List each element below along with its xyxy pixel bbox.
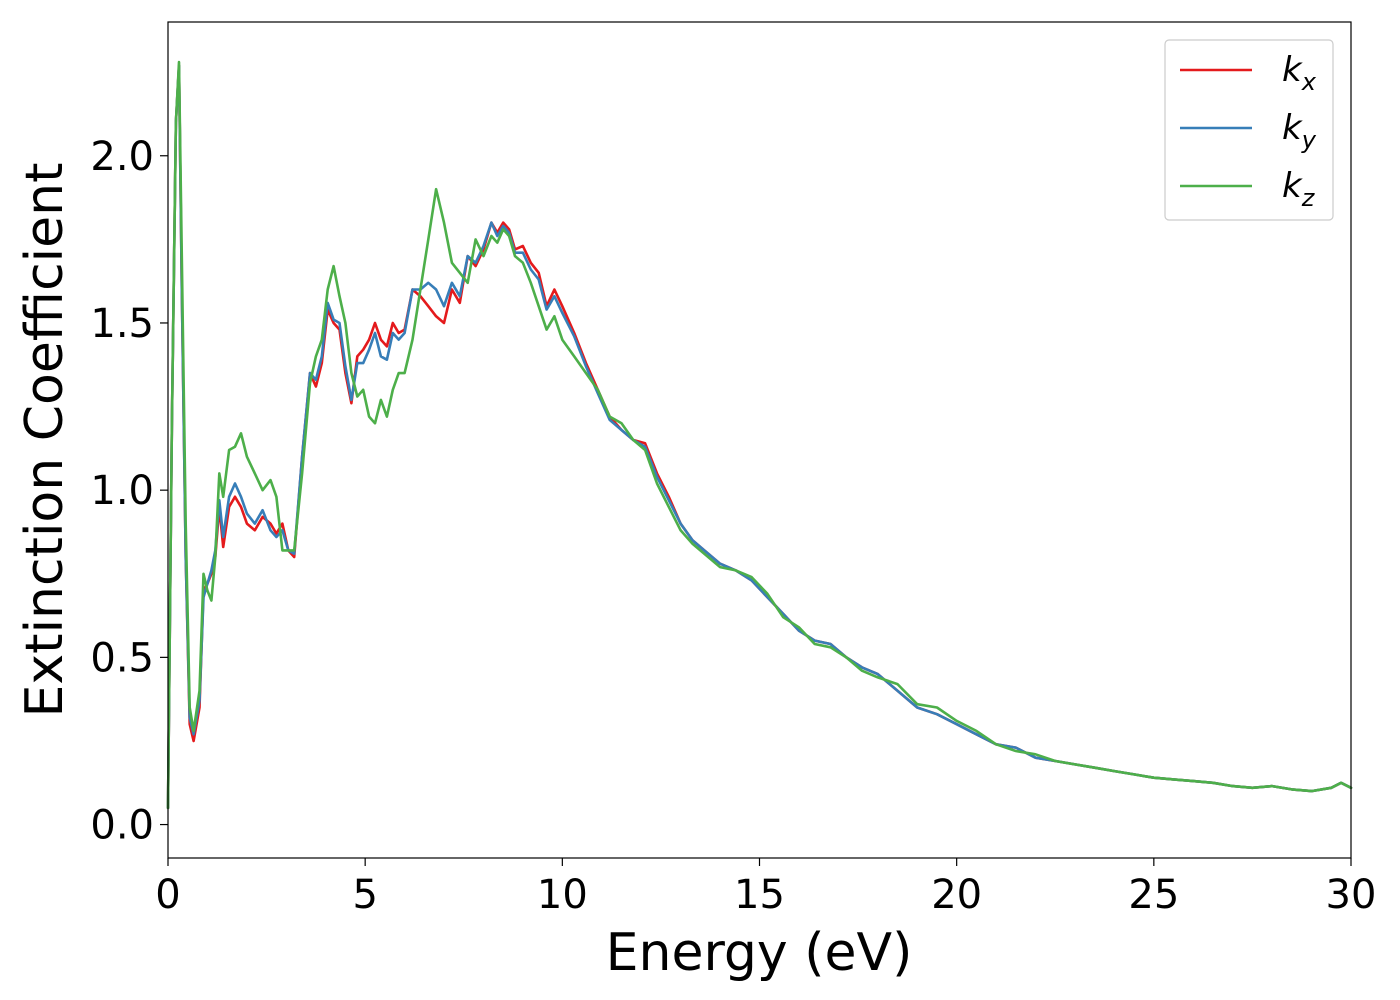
y-axis-title: Extinction Coefficient — [15, 163, 75, 718]
legend-label-kx: kx — [1282, 50, 1317, 96]
x-tick-label: 15 — [734, 872, 785, 918]
y-axis: 0.0 0.5 1.0 1.5 2.0 — [90, 134, 168, 849]
x-axis-title: Energy (eV) — [606, 923, 913, 983]
y-tick-label: 2.0 — [90, 134, 154, 180]
series-line-kz — [166, 60, 1353, 810]
legend-label-sub: z — [1301, 184, 1316, 212]
legend-label-ky: ky — [1282, 108, 1317, 154]
legend-box — [1164, 39, 1334, 221]
y-tick-label: 1.0 — [90, 468, 154, 514]
legend-label-main: k — [1282, 50, 1303, 90]
y-tick-label: 0.5 — [90, 635, 154, 681]
x-tick-label: 0 — [155, 872, 180, 918]
series-layer — [166, 60, 1353, 810]
x-tick-label: 5 — [352, 872, 377, 918]
legend-label-main: k — [1282, 166, 1303, 206]
x-tick-label: 10 — [537, 872, 588, 918]
y-tick-label: 1.5 — [90, 301, 154, 347]
x-tick-label: 25 — [1128, 872, 1179, 918]
x-axis: 0 5 10 15 20 25 30 — [155, 858, 1376, 918]
legend-label-sub: y — [1301, 126, 1317, 154]
x-tick-label: 30 — [1326, 872, 1377, 918]
x-tick-label: 20 — [931, 872, 982, 918]
y-tick-label: 0.0 — [90, 803, 154, 849]
legend-label-kz: kz — [1282, 166, 1316, 212]
legend-label-sub: x — [1301, 68, 1317, 96]
legend-label-main: k — [1282, 108, 1303, 148]
